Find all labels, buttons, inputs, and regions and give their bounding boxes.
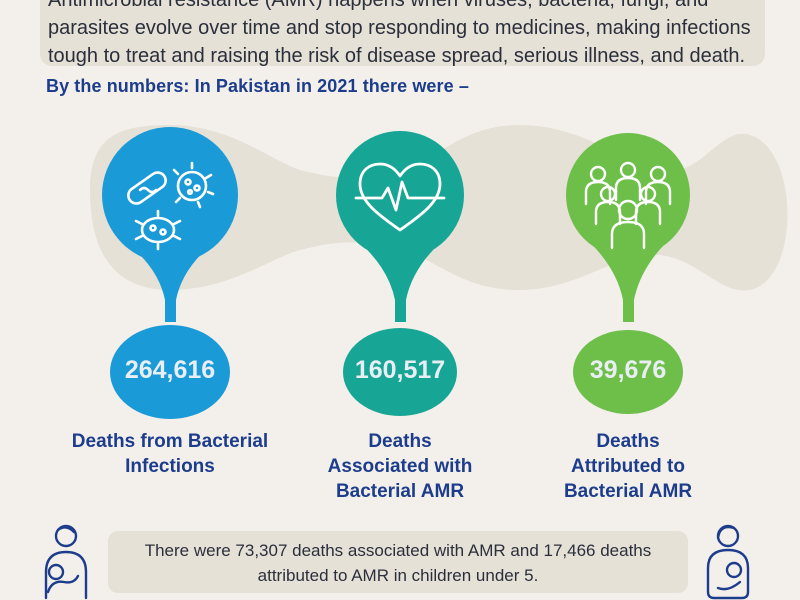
- stat-value-attributed-amr: 39,676: [589, 356, 667, 384]
- intro-box: [40, 0, 765, 66]
- mother-child-icon-right: [706, 524, 750, 600]
- children-note-text: There were 73,307 deaths associated with…: [144, 541, 652, 585]
- bacteria-icon: [127, 161, 215, 251]
- intro-text: Antimicrobial resistance (AMR) happens w…: [48, 0, 751, 67]
- stat-label-attributed-amr: Deaths Attributed to Bacterial AMR: [563, 431, 693, 502]
- heartbeat-icon: [354, 162, 446, 232]
- stat-value-associated-amr: 160,517: [354, 356, 446, 384]
- section-heading: By the numbers: In Pakistan in 2021 ther…: [46, 76, 469, 96]
- stat-value-bacterial-infections: 264,616: [124, 356, 216, 384]
- stat-label-bacterial-infections: Deaths from Bacterial Infections: [71, 431, 269, 477]
- children-note-box: [108, 531, 688, 593]
- people-group-icon: [584, 161, 672, 250]
- stat-label-associated-amr: Deaths Associated with Bacterial AMR: [327, 431, 473, 502]
- mother-child-icon: [44, 524, 88, 600]
